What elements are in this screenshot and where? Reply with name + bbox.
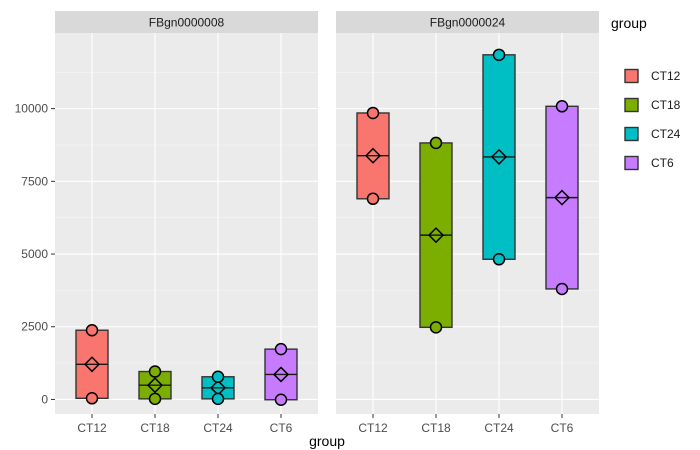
data-point: [211, 370, 225, 384]
box-ct6: [264, 342, 298, 406]
mean-marker: [427, 227, 445, 244]
data-point: [211, 392, 225, 406]
facet-strip-label: FBgn0000008: [149, 16, 225, 30]
x-tick-label: CT18: [140, 421, 170, 435]
legend-swatch: [624, 68, 639, 84]
box-ct12: [356, 106, 390, 206]
box-ct24: [201, 370, 235, 406]
box-ct24: [482, 48, 516, 266]
y-tick-label: 10000: [15, 102, 49, 116]
mean-marker: [83, 356, 101, 373]
data-point: [492, 48, 506, 62]
data-point: [274, 342, 288, 356]
legend-item-ct6: CT6: [624, 155, 674, 171]
legend-label: CT6: [651, 156, 674, 170]
x-axis: CT12 CT18 CT24 CT6 CT12 CT18 CT24 CT6: [77, 414, 574, 435]
data-point: [85, 323, 99, 337]
mean-marker: [146, 377, 164, 394]
x-tick-label: CT18: [421, 421, 451, 435]
x-tick-label: CT24: [484, 421, 514, 435]
box-ct18: [419, 136, 453, 334]
y-tick-label: 2500: [21, 320, 48, 334]
legend-item-ct12: CT12: [624, 68, 681, 84]
mean-marker: [490, 148, 508, 165]
data-point: [366, 192, 380, 206]
mean-marker: [553, 189, 571, 206]
x-tick-label: CT6: [551, 421, 574, 435]
x-tick-label: CT12: [358, 421, 388, 435]
legend-title: group: [611, 15, 647, 31]
box-ct12: [75, 323, 109, 405]
legend-item-ct18: CT18: [624, 97, 681, 113]
facet-panel: FBgn0000008: [55, 11, 318, 414]
mean-marker: [364, 147, 382, 164]
y-tick-label: 5000: [21, 247, 48, 261]
legend-label: CT24: [651, 127, 681, 141]
facet-strip: [336, 11, 599, 33]
data-point: [492, 253, 506, 266]
facet-strip: [55, 11, 318, 33]
data-point: [85, 392, 99, 405]
facet-strip-label: FBgn0000024: [430, 16, 506, 30]
mean-marker: [272, 366, 290, 383]
legend-label: CT12: [651, 69, 681, 83]
legend: group CT12 CT18 CT24 CT6: [611, 15, 681, 171]
x-tick-label: CT6: [270, 421, 293, 435]
box-ct18: [138, 365, 172, 406]
legend-label: CT18: [651, 98, 681, 112]
data-point: [148, 392, 162, 406]
x-axis-title: group: [309, 433, 345, 449]
y-tick-label: 0: [41, 392, 48, 406]
data-point: [148, 365, 162, 378]
legend-swatch: [624, 155, 639, 171]
y-tick-label: 7500: [21, 174, 48, 188]
data-point: [555, 100, 569, 113]
data-point: [366, 106, 380, 120]
data-point: [555, 282, 569, 296]
x-tick-label: CT24: [203, 421, 233, 435]
legend-item-ct24: CT24: [624, 126, 681, 142]
y-axis: 0 2500 5000 7500 10000: [15, 102, 55, 406]
data-point: [274, 393, 288, 406]
legend-swatch: [624, 97, 639, 113]
x-tick-label: CT12: [77, 421, 107, 435]
legend-swatch: [624, 126, 639, 142]
facet-panel: FBgn0000024: [336, 11, 599, 414]
plot-panels: FBgn0000008 FBgn0000024: [55, 11, 599, 414]
data-point: [429, 136, 443, 150]
box-ct6: [545, 100, 579, 296]
data-point: [429, 321, 443, 334]
